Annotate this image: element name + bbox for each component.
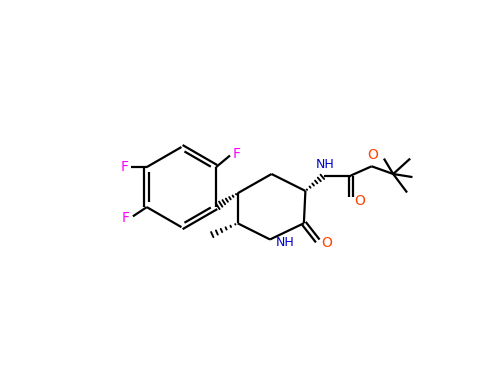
Text: F: F [120, 160, 128, 174]
Text: O: O [354, 194, 365, 208]
Text: F: F [122, 211, 130, 225]
Text: F: F [233, 147, 241, 161]
Text: O: O [321, 236, 333, 250]
Text: NH: NH [316, 158, 335, 171]
Text: O: O [368, 148, 378, 163]
Text: NH: NH [276, 236, 295, 249]
